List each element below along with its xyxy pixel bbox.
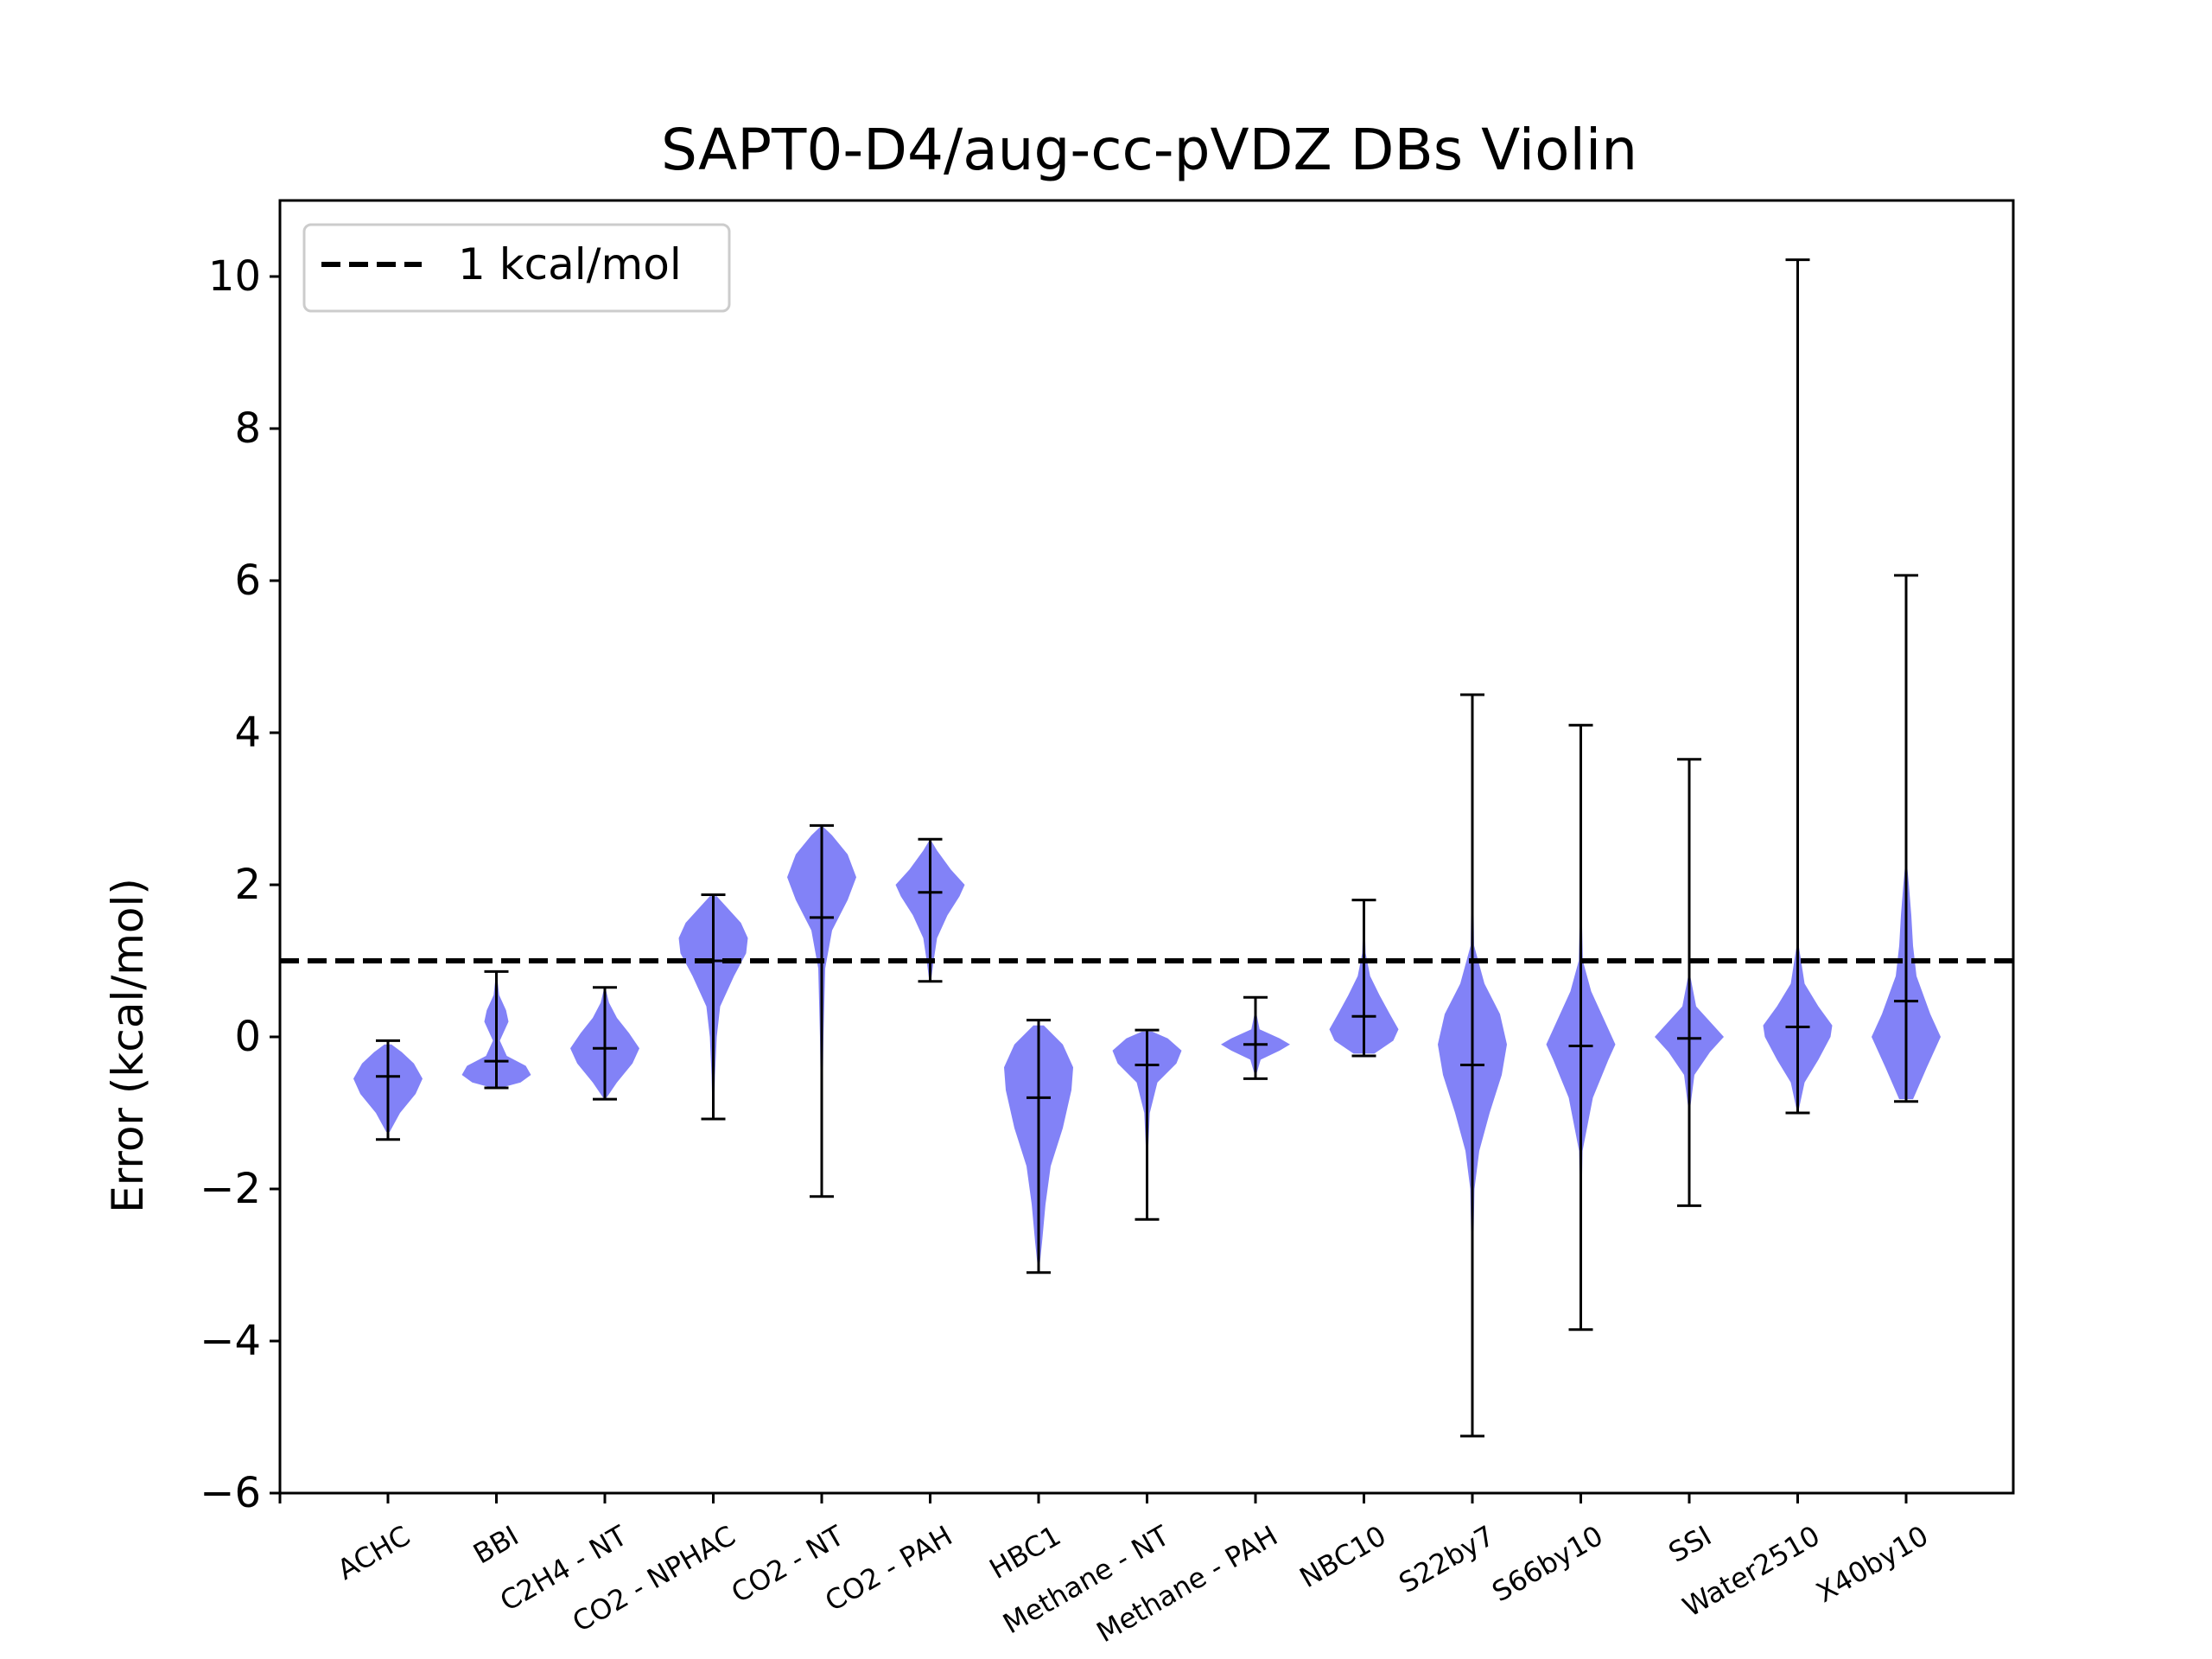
- y-tick-label: 0: [234, 1013, 261, 1061]
- y-tick-label: −4: [200, 1317, 261, 1365]
- y-tick-label: −2: [200, 1165, 261, 1213]
- y-tick-label: 6: [234, 556, 261, 605]
- y-tick-label: 10: [208, 252, 261, 301]
- y-tick-label: −6: [200, 1469, 261, 1517]
- y-tick-label: 8: [234, 404, 261, 453]
- plot-frame: [278, 199, 2015, 1495]
- y-axis-label: Error (kcal/mol): [103, 878, 153, 1213]
- legend: 1 kcal/mol: [302, 223, 731, 313]
- legend-entry-label: 1 kcal/mol: [458, 239, 682, 289]
- chart-title: SAPT0-D4/aug-cc-pVDZ DBs Violin: [661, 117, 1637, 183]
- y-tick-label: 2: [234, 861, 261, 909]
- legend-box: [302, 223, 731, 313]
- y-tick-label: 4: [234, 709, 261, 757]
